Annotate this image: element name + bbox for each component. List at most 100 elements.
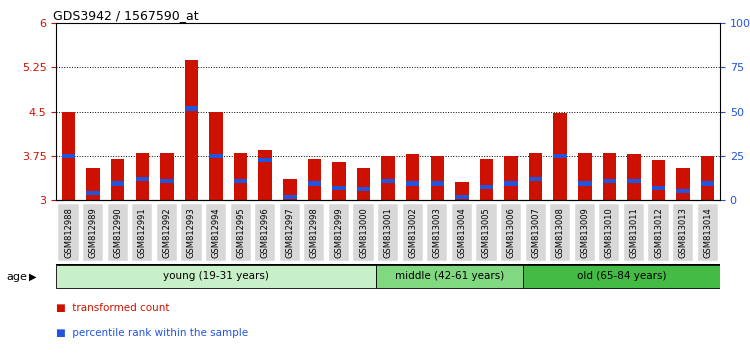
Text: GSM813014: GSM813014 bbox=[704, 207, 712, 258]
Text: ■  percentile rank within the sample: ■ percentile rank within the sample bbox=[56, 328, 248, 338]
Text: GSM813008: GSM813008 bbox=[556, 207, 565, 258]
Bar bbox=[209, 154, 223, 158]
FancyBboxPatch shape bbox=[108, 204, 128, 261]
Text: GSM812999: GSM812999 bbox=[334, 207, 344, 258]
Text: GSM813006: GSM813006 bbox=[506, 207, 515, 258]
Text: GSM812996: GSM812996 bbox=[261, 207, 270, 258]
FancyBboxPatch shape bbox=[206, 204, 226, 261]
FancyBboxPatch shape bbox=[304, 204, 325, 261]
Text: young (19-31 years): young (19-31 years) bbox=[163, 272, 269, 281]
Text: GSM813004: GSM813004 bbox=[458, 207, 466, 258]
Bar bbox=[602, 153, 616, 200]
Bar bbox=[357, 167, 370, 200]
Text: GSM813013: GSM813013 bbox=[679, 207, 688, 258]
Bar bbox=[234, 153, 248, 200]
Bar bbox=[308, 159, 321, 200]
Bar bbox=[430, 156, 444, 200]
Bar bbox=[554, 154, 567, 158]
Bar bbox=[504, 156, 518, 200]
FancyBboxPatch shape bbox=[574, 204, 595, 261]
Bar bbox=[381, 156, 395, 200]
Bar bbox=[676, 167, 690, 200]
Text: middle (42-61 years): middle (42-61 years) bbox=[395, 272, 504, 281]
Text: GSM813000: GSM813000 bbox=[359, 207, 368, 258]
Bar bbox=[111, 181, 125, 185]
FancyBboxPatch shape bbox=[58, 204, 79, 261]
Bar bbox=[86, 167, 100, 200]
FancyBboxPatch shape bbox=[501, 204, 521, 261]
Bar bbox=[406, 181, 419, 185]
FancyBboxPatch shape bbox=[526, 204, 546, 261]
Text: ■  transformed count: ■ transformed count bbox=[56, 303, 170, 313]
FancyBboxPatch shape bbox=[624, 204, 644, 261]
FancyBboxPatch shape bbox=[255, 204, 275, 261]
Text: GSM813007: GSM813007 bbox=[531, 207, 540, 258]
Bar bbox=[111, 159, 125, 200]
Text: GSM812993: GSM812993 bbox=[187, 207, 196, 258]
Bar bbox=[283, 179, 296, 200]
Text: GSM812989: GSM812989 bbox=[88, 207, 98, 258]
Bar bbox=[676, 189, 690, 193]
FancyBboxPatch shape bbox=[427, 204, 447, 261]
Bar bbox=[62, 154, 75, 158]
Bar bbox=[430, 181, 444, 185]
Text: old (65-84 years): old (65-84 years) bbox=[577, 272, 667, 281]
Text: GSM813001: GSM813001 bbox=[383, 207, 393, 258]
Text: GSM812988: GSM812988 bbox=[64, 207, 73, 258]
Bar bbox=[308, 181, 321, 185]
Bar bbox=[160, 153, 174, 200]
Bar bbox=[578, 153, 592, 200]
Bar bbox=[529, 177, 542, 181]
FancyBboxPatch shape bbox=[329, 204, 349, 261]
Bar bbox=[259, 150, 272, 200]
Bar bbox=[455, 195, 469, 199]
FancyBboxPatch shape bbox=[230, 204, 251, 261]
Bar bbox=[701, 156, 715, 200]
Bar bbox=[652, 186, 665, 190]
Bar bbox=[136, 153, 149, 200]
Bar bbox=[480, 185, 494, 189]
FancyBboxPatch shape bbox=[476, 204, 496, 261]
FancyBboxPatch shape bbox=[452, 204, 472, 261]
Text: GSM813003: GSM813003 bbox=[433, 207, 442, 258]
Text: GSM812995: GSM812995 bbox=[236, 207, 245, 258]
FancyBboxPatch shape bbox=[550, 204, 570, 261]
Bar bbox=[283, 195, 296, 199]
FancyBboxPatch shape bbox=[280, 204, 300, 261]
FancyBboxPatch shape bbox=[524, 265, 720, 288]
Bar bbox=[554, 113, 567, 200]
Bar bbox=[209, 112, 223, 200]
FancyBboxPatch shape bbox=[132, 204, 152, 261]
Text: GDS3942 / 1567590_at: GDS3942 / 1567590_at bbox=[53, 9, 199, 22]
Text: age: age bbox=[6, 272, 27, 282]
Bar bbox=[86, 191, 100, 195]
FancyBboxPatch shape bbox=[698, 204, 718, 261]
Bar bbox=[62, 112, 75, 200]
Text: GSM813009: GSM813009 bbox=[580, 207, 590, 258]
FancyBboxPatch shape bbox=[56, 265, 376, 288]
Bar bbox=[259, 158, 272, 162]
Bar bbox=[406, 154, 419, 200]
Text: GSM812998: GSM812998 bbox=[310, 207, 319, 258]
FancyBboxPatch shape bbox=[157, 204, 177, 261]
Bar bbox=[480, 159, 494, 200]
Bar bbox=[184, 59, 198, 200]
Text: GSM812994: GSM812994 bbox=[211, 207, 220, 258]
Text: GSM813012: GSM813012 bbox=[654, 207, 663, 258]
Bar bbox=[578, 181, 592, 185]
Text: ▶: ▶ bbox=[28, 272, 36, 282]
Bar bbox=[381, 179, 395, 183]
FancyBboxPatch shape bbox=[83, 204, 104, 261]
Bar bbox=[627, 154, 640, 200]
Bar bbox=[652, 160, 665, 200]
FancyBboxPatch shape bbox=[376, 265, 524, 288]
Bar bbox=[627, 179, 640, 183]
Text: GSM812991: GSM812991 bbox=[138, 207, 147, 258]
Bar bbox=[529, 153, 542, 200]
FancyBboxPatch shape bbox=[403, 204, 423, 261]
FancyBboxPatch shape bbox=[353, 204, 374, 261]
Bar bbox=[701, 181, 715, 185]
FancyBboxPatch shape bbox=[649, 204, 668, 261]
Bar bbox=[136, 177, 149, 181]
Bar bbox=[602, 179, 616, 183]
